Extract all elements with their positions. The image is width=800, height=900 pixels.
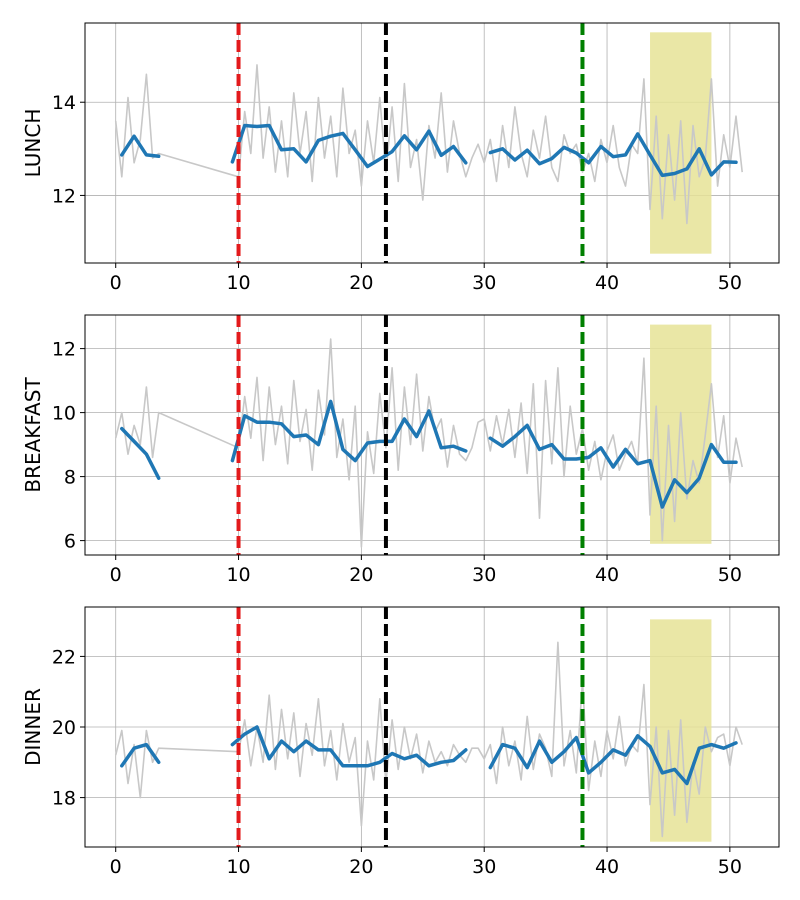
breakfast-xtick-label-20: 20 [349,564,373,586]
breakfast-ytick-label-6: 6 [64,531,76,553]
dinner-xtick-label-0: 0 [110,856,122,878]
lunch-ylabel: LUNCH [21,109,45,178]
lunch-xtick-label-50: 50 [718,272,742,294]
dinner-xtick-label-30: 30 [472,856,496,878]
dinner-panel: 0 10 20 30 40 50 18 20 22 DINNER [21,606,780,878]
dinner-ytick-label-18: 18 [52,788,76,810]
breakfast-axes-frame [84,314,780,556]
lunch-xtick-label-10: 10 [226,272,250,294]
dinner-xtick-label-20: 20 [349,856,373,878]
dinner-ytick-label-20: 20 [52,717,76,739]
dinner-ytick-label-22: 22 [52,646,76,668]
lunch-xtick-label-30: 30 [472,272,496,294]
breakfast-panel: 0 10 20 30 40 50 6 8 10 12 BREAKFAST [21,314,780,586]
lunch-xtick-label-40: 40 [595,272,619,294]
lunch-ytick-label-12: 12 [52,185,76,207]
lunch-xtick-label-20: 20 [349,272,373,294]
breakfast-xtick-label-0: 0 [110,564,122,586]
breakfast-ylabel: BREAKFAST [21,377,45,493]
breakfast-ytick-label-12: 12 [52,339,76,361]
breakfast-smooth-series-line-3 [488,423,738,509]
breakfast-xtick-label-30: 30 [472,564,496,586]
breakfast-smooth-series-line-1 [120,426,161,480]
lunch-ytick-label-14: 14 [52,92,76,114]
breakfast-raw-series-line [114,338,743,548]
lunch-smooth-series-line-3 [488,132,738,178]
breakfast-ytick-label-10: 10 [52,403,76,425]
breakfast-xtick-label-10: 10 [226,564,250,586]
lunch-panel: 0 10 20 30 40 50 12 14 LUNCH [21,22,780,294]
lunch-xtick-label-0: 0 [110,272,122,294]
breakfast-smooth-series-line-2 [230,399,468,463]
breakfast-xtick-label-40: 40 [595,564,619,586]
breakfast-ytick-label-8: 8 [64,467,76,489]
lunch-smooth-series-line-1 [120,134,161,159]
dinner-raw-series-line [114,641,743,838]
dinner-smooth-series-line-3 [488,734,738,786]
dinner-ylabel: DINNER [21,688,45,766]
dinner-xtick-label-40: 40 [595,856,619,878]
lunch-axes-frame [84,22,780,264]
lunch-shaded-region [650,32,712,254]
dinner-xtick-label-10: 10 [226,856,250,878]
dinner-xtick-label-50: 50 [718,856,742,878]
dinner-smooth-series-line-2 [230,725,468,768]
breakfast-shaded-region [650,324,712,544]
lunch-smooth-series-line-2 [230,123,468,169]
lunch-raw-series-line [114,64,743,225]
breakfast-xtick-label-50: 50 [718,564,742,586]
dinner-smooth-series-line-1 [120,742,161,768]
